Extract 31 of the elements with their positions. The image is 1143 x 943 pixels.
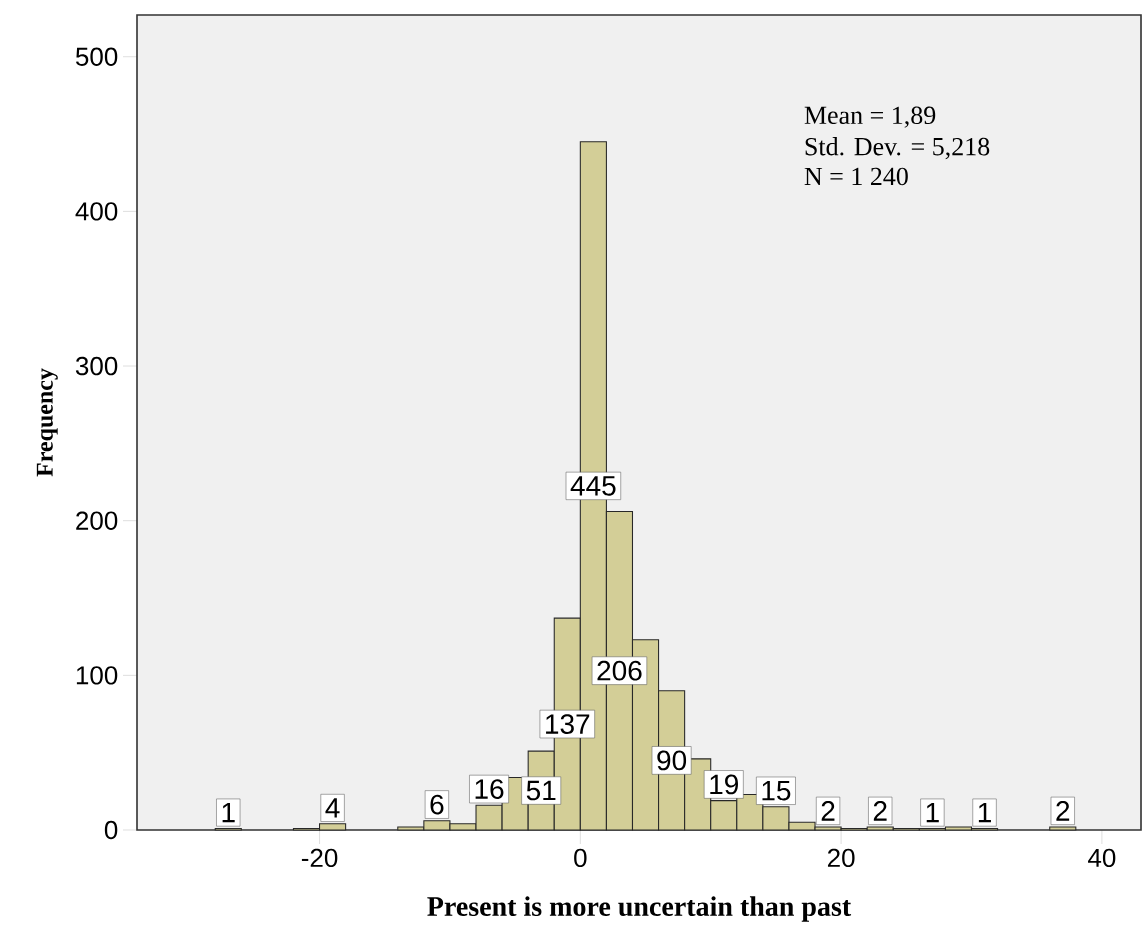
data-label: 2 [821,801,835,821]
data-label: 15 [762,781,791,801]
x-tick-label: -20 [301,848,338,868]
data-label: 4 [325,798,340,818]
y-tick-label: 0 [104,820,118,840]
y-tick-label: 100 [76,666,118,685]
data-label: 90 [657,750,687,771]
data-label: 2 [873,801,887,821]
data-label: 1 [926,802,939,823]
data-label: 16 [475,779,504,799]
x-axis-title: Present is more uncertain than past [427,896,852,922]
data-label: 51 [526,780,556,801]
y-tick-label: 200 [76,511,118,530]
data-label: 206 [597,660,642,681]
data-label: 1 [222,802,235,823]
data-label: 19 [710,774,738,795]
annotation: Mean = 1,89 [804,106,936,128]
data-label: 1 [978,802,991,823]
data-label: 445 [570,476,616,496]
y-tick-label: 400 [75,202,118,221]
data-label: 6 [430,794,444,815]
x-tick-label: 20 [827,848,855,868]
annotation: N = 1 240 [804,167,908,186]
x-tick-label: 40 [1088,848,1116,868]
data-label: 137 [546,714,590,734]
y-axis-title: Frequency [36,368,58,477]
annotation: Std. Dev. = 5,218 [805,137,990,160]
y-tick-label: 500 [75,47,118,66]
x-tick-label: 0 [574,848,587,868]
data-label: 2 [1056,801,1070,821]
y-tick-label: 300 [75,356,118,376]
